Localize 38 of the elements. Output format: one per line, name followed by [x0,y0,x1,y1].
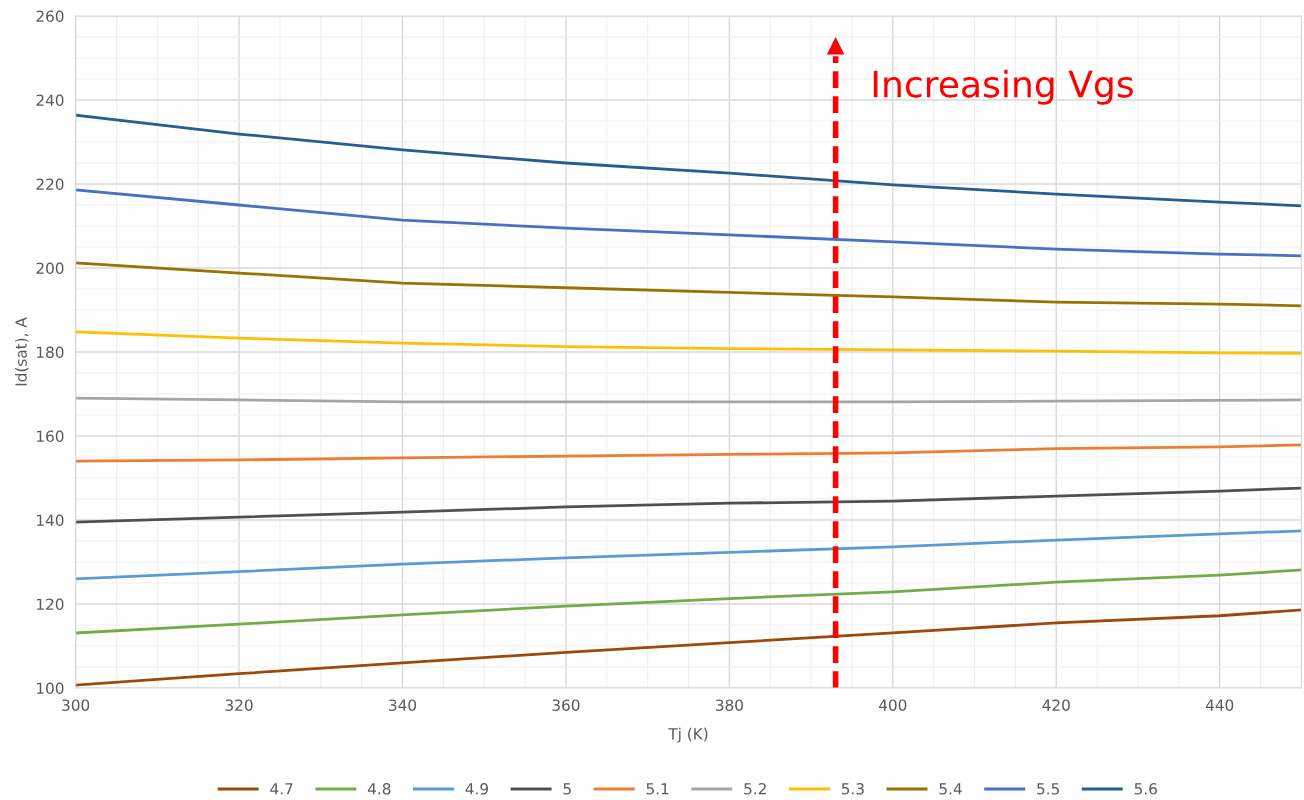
line-series [75,188,1302,258]
legend-label: 5.6 [1134,783,1157,795]
ref-line-label: Increasing Vgs [873,69,1133,105]
legend-label: 5 [563,783,571,795]
legend-label: 5.3 [841,783,864,795]
line-series [75,486,1302,524]
x-tick-label: 380 [715,699,743,711]
legend-label: 4.9 [465,783,489,795]
legend-label: 4.7 [270,783,293,795]
x-tick-label: 420 [1042,699,1070,711]
line-series [75,529,1302,581]
line-series [75,330,1302,355]
y-tick-label: 220 [36,178,64,191]
y-tick-label: 100 [37,682,64,695]
y-tick-label: 260 [36,10,64,23]
y-tick-label: 240 [36,94,64,107]
y-tick-label: 140 [37,514,64,527]
line-series [75,261,1302,308]
y-tick-label: 160 [37,430,64,443]
line-series [75,568,1302,635]
legend-label: 5.2 [744,783,766,795]
legend-label: 4.8 [367,783,391,795]
x-tick-label: 440 [1205,699,1234,711]
legend-label: 5.5 [1037,783,1059,795]
legend-label: 5.1 [646,783,669,795]
legend-label: 5.4 [939,783,962,795]
y-tick-label: 120 [37,598,64,611]
x-tick-label: 400 [878,699,907,711]
x-tick-label: 340 [389,699,417,711]
y-axis-title: Id(sat), A [15,317,29,386]
y-tick-label: 200 [36,262,64,275]
y-tick-label: 180 [37,346,64,359]
x-tick-label: 300 [62,699,90,711]
line-series [75,113,1302,208]
x-tick-label: 360 [552,699,580,711]
x-tick-label: 320 [225,699,253,711]
line-series [75,443,1302,463]
x-axis-title: Tj (K) [668,727,708,743]
